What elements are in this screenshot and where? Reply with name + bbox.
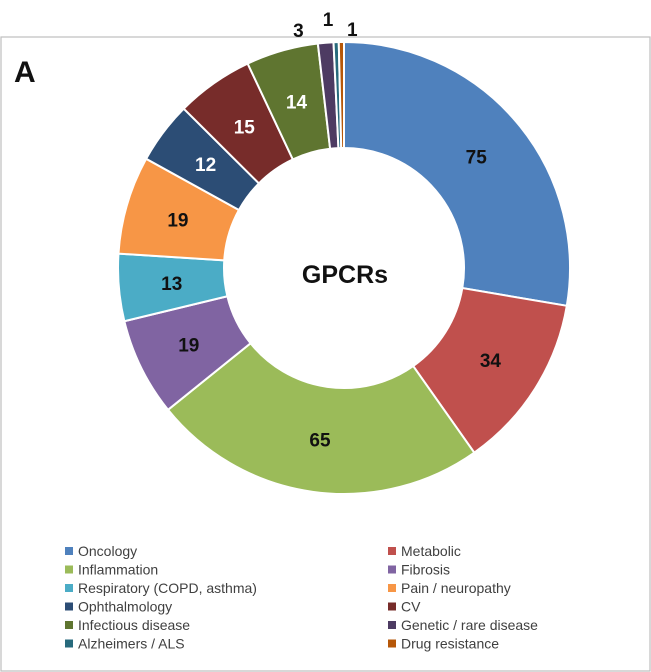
data-label-alzheimers-als: 1 xyxy=(323,10,334,31)
legend-swatch xyxy=(65,639,73,648)
panel-label: A xyxy=(14,56,36,89)
legend-label: Inflammation xyxy=(78,562,158,578)
legend-swatch xyxy=(388,621,396,629)
legend-swatch xyxy=(388,639,396,648)
legend-swatch xyxy=(388,584,396,592)
legend-item-pain-neuropathy: Pain / neuropathy xyxy=(388,580,511,596)
legend-item-infectious-disease: Infectious disease xyxy=(65,617,190,633)
legend-label: Ophthalmology xyxy=(78,599,172,615)
legend-label: Genetic / rare disease xyxy=(401,617,538,633)
slice-oncology xyxy=(343,40,571,307)
legend-swatch xyxy=(65,565,73,574)
chart-frame xyxy=(0,36,651,672)
legend-label: Infectious disease xyxy=(78,617,190,633)
donut-slices xyxy=(117,40,571,495)
legend-item-respiratory-copd-asthma: Respiratory (COPD, asthma) xyxy=(65,580,257,596)
data-label-genetic-rare-disease: 3 xyxy=(293,21,304,42)
legend-swatch xyxy=(388,547,396,555)
legend-label: Drug resistance xyxy=(401,636,499,652)
legend-item-metabolic: Metabolic xyxy=(388,543,461,559)
legend-swatch xyxy=(65,584,73,592)
legend-label: Oncology xyxy=(78,543,137,559)
slice-drug-resistance xyxy=(337,40,345,150)
legend: Oncology Metabolic Inflammation Fibrosis Res… xyxy=(65,543,538,652)
legend-label: Fibrosis xyxy=(401,562,450,578)
legend-item-inflammation: Inflammation xyxy=(65,562,158,578)
data-label-ophthalmology: 12 xyxy=(195,155,216,176)
legend-swatch xyxy=(388,565,396,574)
data-label-metabolic: 34 xyxy=(480,351,502,372)
legend-swatch xyxy=(65,547,73,555)
data-label-oncology: 75 xyxy=(466,147,488,168)
legend-item-cv: CV xyxy=(388,599,421,615)
legend-swatch xyxy=(388,602,396,611)
legend-label: Respiratory (COPD, asthma) xyxy=(78,580,257,596)
legend-item-ophthalmology: Ophthalmology xyxy=(65,599,172,615)
legend-label: Pain / neuropathy xyxy=(401,580,511,596)
legend-item-fibrosis: Fibrosis xyxy=(388,562,450,578)
legend-label: Alzheimers / ALS xyxy=(78,636,185,652)
data-label-infectious-disease: 14 xyxy=(286,93,308,114)
data-label-cv: 15 xyxy=(234,118,256,139)
legend-item-alzheimers-als: Alzheimers / ALS xyxy=(65,636,185,652)
legend-swatch xyxy=(65,621,73,629)
data-label-respiratory-copd-asthma: 13 xyxy=(161,274,182,295)
legend-label: CV xyxy=(401,599,421,615)
data-label-drug-resistance: 1 xyxy=(347,20,358,41)
legend-item-oncology: Oncology xyxy=(65,543,137,559)
legend-label: Metabolic xyxy=(401,543,461,559)
data-label-fibrosis: 19 xyxy=(178,336,199,357)
data-label-pain-neuropathy: 19 xyxy=(167,211,188,232)
legend-swatch xyxy=(65,602,73,611)
center-label: GPCRs xyxy=(302,261,388,289)
legend-item-drug-resistance: Drug resistance xyxy=(388,636,499,652)
slice-inflammation xyxy=(166,341,476,495)
legend-item-genetic-rare-disease: Genetic / rare disease xyxy=(388,617,538,633)
data-label-inflammation: 65 xyxy=(309,430,331,451)
